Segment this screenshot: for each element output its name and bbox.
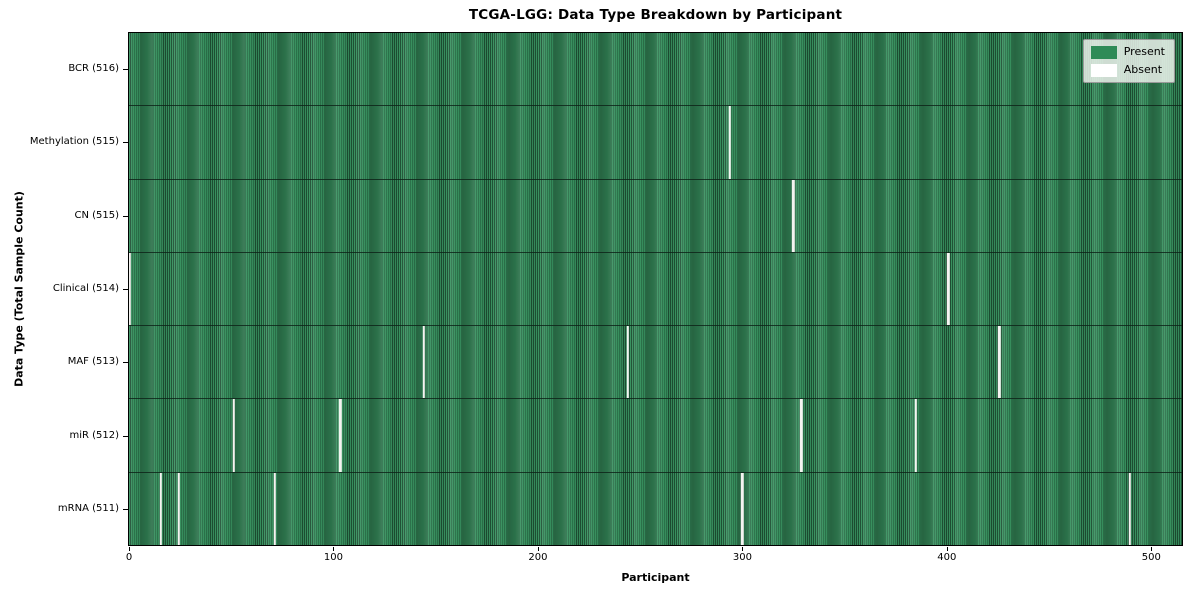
y-tick-mark	[123, 215, 128, 217]
x-tick-label-400: 400	[937, 552, 957, 563]
absent-mark	[232, 399, 236, 472]
x-axis-label: Participant	[621, 571, 690, 584]
absent-mark	[741, 472, 744, 545]
absent-mark	[273, 472, 277, 545]
y-tick-mark	[123, 289, 128, 290]
y-tick-label-clinical: Clinical (514)	[52, 283, 119, 294]
y-tick-label-maf: MAF (513)	[67, 356, 119, 368]
x-tick-mark	[333, 547, 335, 551]
absent-mark	[728, 106, 732, 179]
legend-present-label: Present	[1123, 45, 1165, 58]
x-tick-label-300: 300	[732, 552, 752, 563]
legend-item-absent: Absent	[1090, 63, 1165, 77]
y-tick-label-cn: CN (515)	[74, 209, 119, 221]
absent-mark	[422, 326, 426, 399]
legend-present-swatch	[1090, 45, 1117, 59]
x-tick-label-200: 200	[528, 552, 548, 563]
y-tick-label-mir: miR (512)	[69, 429, 119, 441]
absent-mark	[1128, 472, 1132, 545]
y-tick-label-methylation: Methylation (515)	[29, 136, 119, 148]
heatmap-row-mir	[129, 398, 1182, 472]
legend: Present Absent	[1082, 39, 1175, 83]
x-tick-label-0: 0	[125, 552, 133, 563]
legend-absent-swatch	[1090, 63, 1117, 77]
y-tick-mark	[123, 435, 128, 437]
x-tick-mark	[537, 547, 539, 551]
absent-mark	[177, 472, 181, 545]
x-tick-mark	[946, 547, 948, 551]
x-tick-mark	[1151, 547, 1153, 551]
y-tick-mark	[123, 142, 128, 144]
legend-absent-label: Absent	[1123, 63, 1163, 76]
heatmap-row-mrna	[129, 471, 1182, 545]
absent-mark	[998, 326, 1001, 399]
legend-item-present: Present	[1090, 45, 1165, 59]
x-tick-mark	[129, 547, 131, 551]
y-tick-mark	[123, 68, 128, 70]
plot-area: Present Absent	[128, 32, 1183, 546]
absent-mark	[800, 399, 803, 472]
heatmap-row-maf	[129, 325, 1182, 399]
heatmap-row-clinical	[129, 251, 1182, 326]
absent-mark	[339, 399, 342, 472]
x-tick-mark	[742, 547, 744, 551]
heatmap-row-bcr	[129, 33, 1182, 106]
absent-mark	[914, 399, 917, 472]
absent-mark	[129, 252, 132, 326]
absent-mark	[792, 179, 795, 252]
x-tick-label-500: 500	[1141, 552, 1161, 563]
y-tick-label-mrna: mRNA (511)	[57, 503, 119, 515]
absent-mark	[626, 326, 630, 399]
y-tick-mark	[123, 509, 128, 511]
y-tick-mark	[123, 362, 128, 364]
y-tick-label-bcr: BCR (516)	[68, 62, 119, 74]
heatmap-row-cn	[129, 178, 1182, 252]
absent-mark	[947, 252, 950, 326]
x-tick-label-100: 100	[323, 552, 344, 563]
heatmap-row-methylation	[129, 105, 1182, 179]
chart-title: TCGA-LGG: Data Type Breakdown by Partici…	[468, 7, 843, 23]
absent-mark	[159, 472, 162, 545]
